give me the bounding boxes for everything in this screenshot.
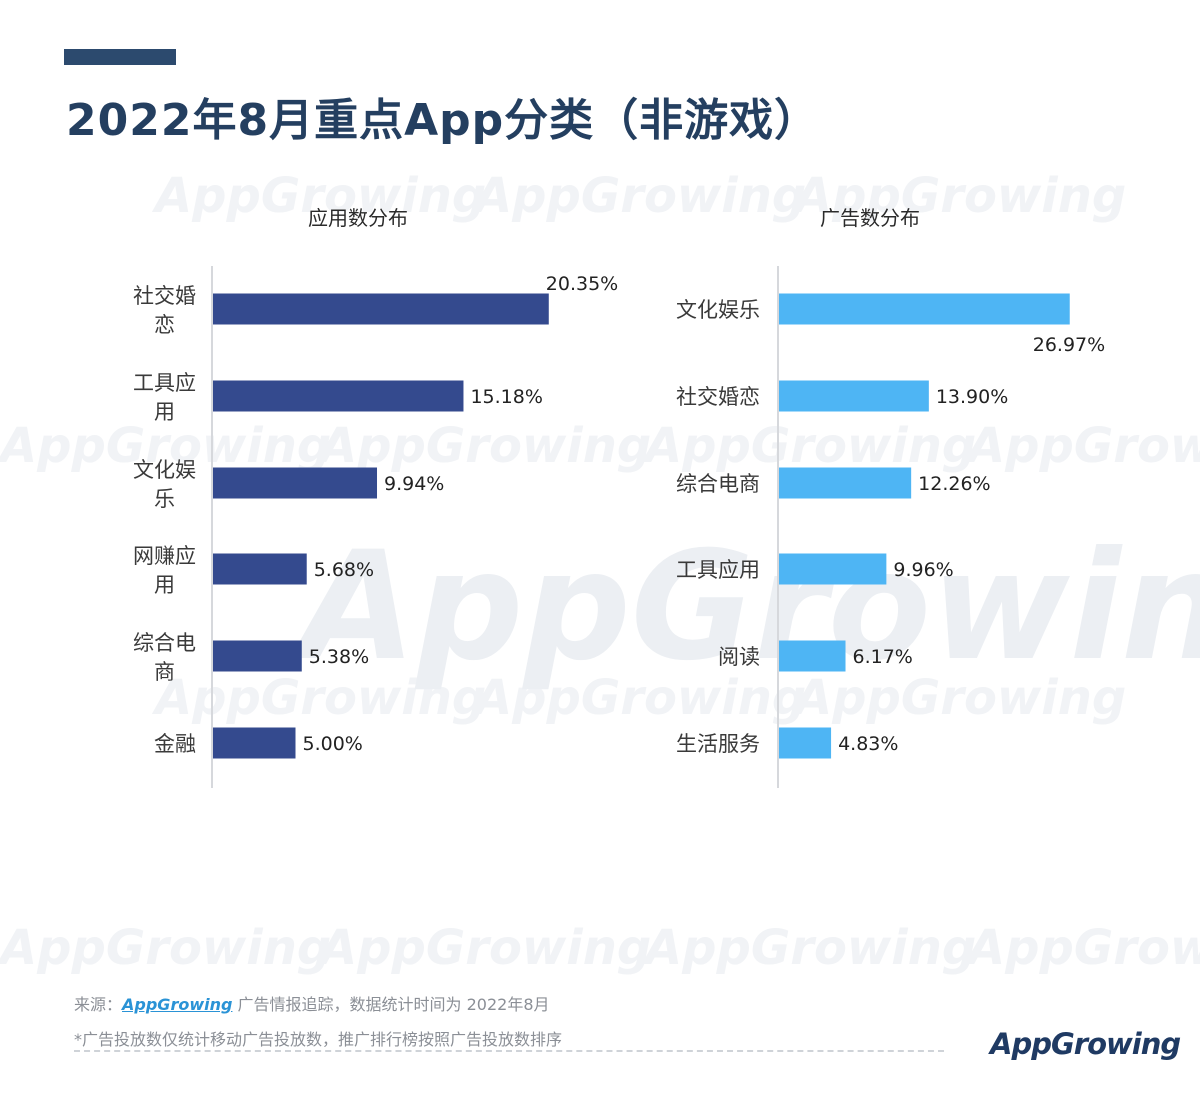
category-label: 工具应用 [676,558,760,582]
value-label: 12.26% [918,473,990,495]
value-label: 5.00% [303,733,363,755]
value-label: 4.83% [838,733,898,755]
category-label-line: 网赚应 [133,544,196,568]
bar [213,467,378,499]
bar [779,553,887,585]
watermark-text: AppGrowing [0,418,332,474]
app-count-chart: 应用数分布社交婚恋20.35%工具应用15.18%文化娱乐9.94%网赚应用5.… [133,206,618,788]
bar [779,727,832,759]
source-text: 广告情报追踪，数据统计时间为 2022年8月 [232,995,550,1014]
value-label: 15.18% [470,386,542,408]
category-label: 阅读 [718,645,760,669]
bar [213,293,549,325]
value-label: 6.17% [853,646,913,668]
bar [779,467,912,499]
category-label-line: 商 [154,660,175,684]
bar [213,380,464,412]
category-label-line: 用 [154,400,175,424]
category-label: 综合电商 [133,631,196,684]
category-label: 综合电商 [676,472,760,496]
value-label: 26.97% [1033,334,1105,356]
footer-divider [74,1050,944,1052]
category-label: 工具应用 [133,371,196,424]
category-label-line: 恋 [154,313,175,337]
brand-logo: AppGrowing [990,1027,1181,1061]
category-label: 生活服务 [676,732,760,756]
bar [213,640,302,672]
watermark-text: AppGrowing [795,670,1127,726]
footnote: *广告投放数仅统计移动广告投放数，推广排行榜按照广告投放数排序 [74,1030,563,1049]
category-label: 金融 [154,732,196,756]
category-label-line: 文化娱 [133,458,196,482]
category-label-line: 乐 [154,487,175,511]
value-label: 9.96% [893,559,953,581]
watermark-text: AppGrowing [475,670,807,726]
watermark-text: AppGrowing [645,920,977,976]
bar [213,553,307,585]
value-label: 5.68% [314,559,374,581]
category-label-line: 综合电 [133,631,196,655]
watermark-text: AppGrowing [475,168,807,224]
watermark-text: AppGrowing [0,920,332,976]
bar [213,727,296,759]
category-label: 社交婚恋 [133,284,196,337]
watermark-text: AppGrowing [320,418,652,474]
watermark-text: AppGrowing [968,418,1200,474]
value-label: 5.38% [309,646,369,668]
source-label: 来源： [74,995,123,1014]
chart-title: 广告数分布 [820,206,920,230]
watermark-text: AppGrowing [645,418,977,474]
category-label-line: 社交婚 [133,284,196,308]
watermark-text: AppGrowing [320,920,652,976]
watermark-text: AppGrowing [968,920,1200,976]
bar [779,640,846,672]
watermark-large-text: AppGrowing [300,520,1200,694]
category-label-line: 工具应 [133,371,196,395]
watermark-text: AppGrowing [795,168,1127,224]
chart-title: 应用数分布 [308,206,408,230]
bar [779,293,1070,325]
source-brand-link[interactable]: AppGrowing [122,995,233,1014]
bar [779,380,929,412]
watermark-text: AppGrowing [155,670,487,726]
value-label: 20.35% [546,273,618,295]
source-line: 来源：AppGrowing 广告情报追踪，数据统计时间为 2022年8月 [74,991,550,1015]
page-title: 2022年8月重点App分类（非游戏） [66,95,820,146]
watermark-text: AppGrowing [155,168,487,224]
category-label-line: 用 [154,573,175,597]
category-label: 网赚应用 [133,544,196,597]
category-label: 文化娱乐 [133,458,196,511]
title-accent-bar [64,49,176,65]
value-label: 13.90% [936,386,1008,408]
category-label: 文化娱乐 [676,298,760,322]
value-label: 9.94% [384,473,444,495]
category-label: 社交婚恋 [676,385,760,409]
